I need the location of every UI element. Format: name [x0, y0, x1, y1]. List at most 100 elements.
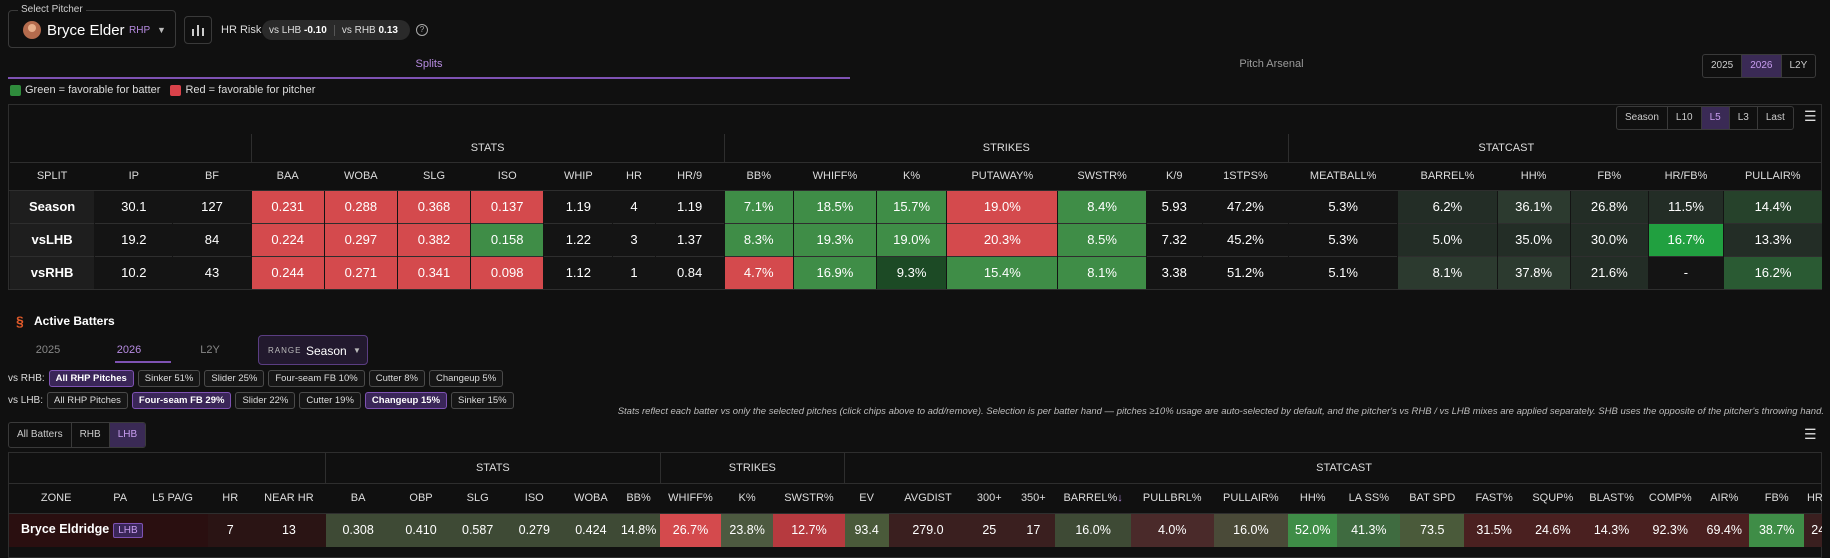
column-header[interactable]: EV — [844, 482, 889, 513]
year-option-l2y[interactable]: L2Y — [1789, 60, 1808, 71]
year-tab-l2y[interactable]: L2Y — [200, 344, 220, 356]
pitch-chip[interactable]: All RHP Pitches — [47, 392, 128, 409]
column-header[interactable]: AIR% — [1699, 482, 1750, 513]
column-header[interactable]: AVGDIST — [888, 482, 968, 513]
column-header[interactable]: 300+ — [967, 482, 1012, 513]
range-option-l10[interactable]: L10 — [1668, 107, 1702, 129]
column-header[interactable]: HH% — [1497, 161, 1571, 190]
column-header[interactable]: FB% — [1570, 161, 1649, 190]
chevron-down-icon: ▼ — [157, 25, 166, 35]
column-header[interactable]: HR/FB — [1803, 482, 1822, 513]
column-header[interactable]: BAA — [251, 161, 325, 190]
column-header[interactable]: K% — [876, 161, 947, 190]
column-header[interactable]: ISO — [503, 482, 565, 513]
column-header[interactable]: LA SS% — [1337, 482, 1401, 513]
column-header[interactable]: BB% — [617, 482, 661, 513]
tab-pitch-arsenal[interactable]: Pitch Arsenal — [1239, 58, 1304, 70]
column-header-label: NEAR HR — [264, 492, 314, 504]
table-cell: 0.098 — [470, 255, 544, 289]
group-header — [10, 134, 252, 162]
pitch-chip[interactable]: Four-seam FB 10% — [268, 370, 365, 387]
column-header[interactable]: BA — [325, 482, 391, 513]
column-header[interactable]: PULLAIR% — [1723, 161, 1822, 190]
column-header[interactable]: BAT SPD — [1400, 482, 1465, 513]
pitch-chip[interactable]: Changeup 15% — [364, 392, 448, 409]
column-header[interactable]: SLG — [397, 161, 471, 190]
range-option-season[interactable]: Season — [1617, 107, 1668, 129]
column-header[interactable]: HR/FB% — [1648, 161, 1724, 190]
column-header[interactable]: K/9 — [1146, 161, 1203, 190]
column-header[interactable]: SWSTR% — [773, 482, 845, 513]
settings-sliders-icon[interactable]: ☰ — [1804, 108, 1817, 124]
pitch-chip[interactable]: Cutter 19% — [299, 392, 361, 409]
column-header[interactable]: NEAR HR — [252, 482, 326, 513]
pitch-chip[interactable]: Sinker 15% — [451, 392, 514, 409]
column-header[interactable]: FAST% — [1464, 482, 1524, 513]
year-tab-2026[interactable]: 2026 — [116, 344, 142, 356]
tab-splits[interactable]: Splits — [415, 58, 443, 70]
pitch-chip[interactable]: Slider 22% — [235, 392, 296, 409]
range-option-l3[interactable]: L3 — [1730, 107, 1758, 129]
column-header-label: BLAST% — [1589, 492, 1634, 504]
column-header[interactable]: SWSTR% — [1057, 161, 1147, 190]
column-header[interactable]: WHIFF% — [793, 161, 877, 190]
column-header[interactable]: BF — [172, 161, 252, 190]
chart-toggle-button[interactable] — [184, 16, 212, 44]
table-cell: 15.4% — [946, 255, 1058, 289]
column-header[interactable]: HR — [208, 482, 253, 513]
batter-filter-rhb[interactable]: RHB — [72, 423, 110, 447]
range-option-last[interactable]: Last — [1765, 112, 1785, 123]
table-cell: 0.308 — [325, 512, 391, 547]
column-header[interactable]: HR/9 — [655, 161, 725, 190]
pitch-chip[interactable]: Slider 25% — [204, 370, 265, 387]
year-option-2025[interactable]: 2025 — [1703, 55, 1743, 77]
column-header[interactable]: PULLBRL% — [1130, 482, 1214, 513]
column-header[interactable]: WOBA — [564, 482, 618, 513]
pitch-chip[interactable]: All RHP Pitches — [48, 370, 134, 387]
column-header[interactable]: FB% — [1749, 482, 1804, 513]
column-header[interactable]: WOBA — [324, 161, 398, 190]
range-select[interactable]: RANGE Season ▼ — [258, 335, 368, 365]
column-header[interactable]: BARREL%↓ — [1055, 482, 1131, 513]
pitch-chip[interactable]: Cutter 8% — [368, 370, 425, 387]
table-row[interactable]: Bryce Eldridge LHB 7 13 0.308 0.410 0.587 0.279… — [9, 512, 1822, 547]
column-header[interactable]: 350+ — [1011, 482, 1056, 513]
column-header[interactable]: ZONE — [9, 482, 104, 513]
column-header[interactable]: WHIFF% — [660, 482, 721, 513]
column-header[interactable]: HH% — [1288, 482, 1338, 513]
column-header[interactable]: PUTAWAY% — [946, 161, 1058, 190]
year-option-2026[interactable]: 2026 — [1742, 55, 1782, 77]
column-header[interactable]: HR — [612, 161, 656, 190]
column-header[interactable]: SLG — [451, 482, 504, 513]
column-header[interactable]: PA — [103, 482, 137, 513]
batter-filter-lhb[interactable]: LHB — [109, 423, 146, 447]
pitcher-select[interactable]: Bryce Elder RHP ▼ — [8, 10, 176, 48]
column-header[interactable]: K% — [720, 482, 774, 513]
help-icon[interactable]: ? — [416, 24, 428, 36]
sort-down-icon: ↓ — [1117, 492, 1123, 504]
batter-name-cell[interactable]: Bryce Eldridge LHB — [9, 512, 209, 547]
pitch-chip[interactable]: Changeup 5% — [428, 370, 504, 387]
column-header[interactable]: BARREL% — [1397, 161, 1498, 190]
column-header[interactable]: IP — [94, 161, 173, 190]
column-header[interactable]: OBP — [390, 482, 452, 513]
range-option-l5[interactable]: L5 — [1701, 107, 1730, 129]
column-header[interactable]: COMP% — [1641, 482, 1700, 513]
column-header[interactable]: ISO — [470, 161, 544, 190]
column-header[interactable]: WHIP — [543, 161, 613, 190]
column-header[interactable]: 1STPS% — [1202, 161, 1289, 190]
year-tab-2025[interactable]: 2025 — [35, 344, 61, 356]
column-header[interactable]: BB% — [724, 161, 794, 190]
column-header[interactable]: SQUP% — [1524, 482, 1582, 513]
table-cell: 5.3% — [1288, 222, 1398, 256]
column-header[interactable]: MEATBALL% — [1288, 161, 1398, 190]
column-header[interactable]: SPLIT — [9, 161, 95, 190]
column-header[interactable]: L5 PA/G — [136, 482, 209, 513]
column-header[interactable]: PULLAIR% — [1213, 482, 1289, 513]
settings-sliders-icon[interactable]: ☰ — [1804, 426, 1817, 442]
column-header[interactable]: BLAST% — [1581, 482, 1642, 513]
batter-filter-all-batters[interactable]: All Batters — [9, 423, 72, 447]
table-cell: 31.5% — [1464, 512, 1524, 547]
pitch-chip[interactable]: Four-seam FB 29% — [131, 392, 232, 409]
pitch-chip[interactable]: Sinker 51% — [137, 370, 201, 387]
